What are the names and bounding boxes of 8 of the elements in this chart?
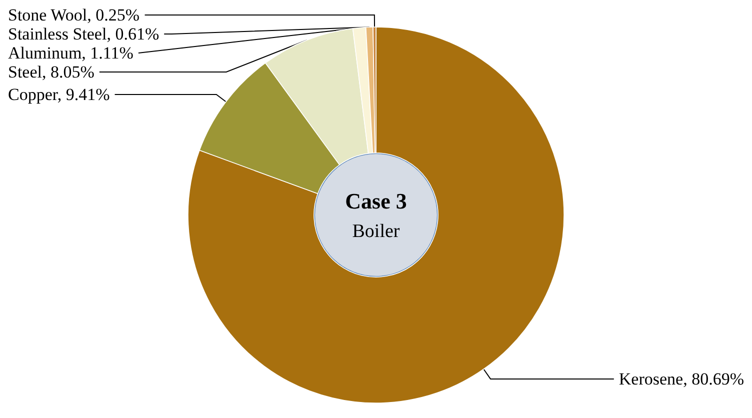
- slice-label: Stone Wool, 0.25%: [8, 6, 140, 25]
- slice-label: Kerosene, 80.69%: [618, 369, 744, 388]
- slice-label: Copper, 9.41%: [8, 84, 110, 104]
- slice-label: Stainless Steel, 0.61%: [8, 24, 160, 44]
- text: Case 3: [345, 188, 407, 214]
- slice-label: Steel, 8.05%: [8, 62, 94, 82]
- slice-label: Aluminum, 1.11%: [8, 44, 134, 63]
- text: Boiler: [352, 221, 400, 242]
